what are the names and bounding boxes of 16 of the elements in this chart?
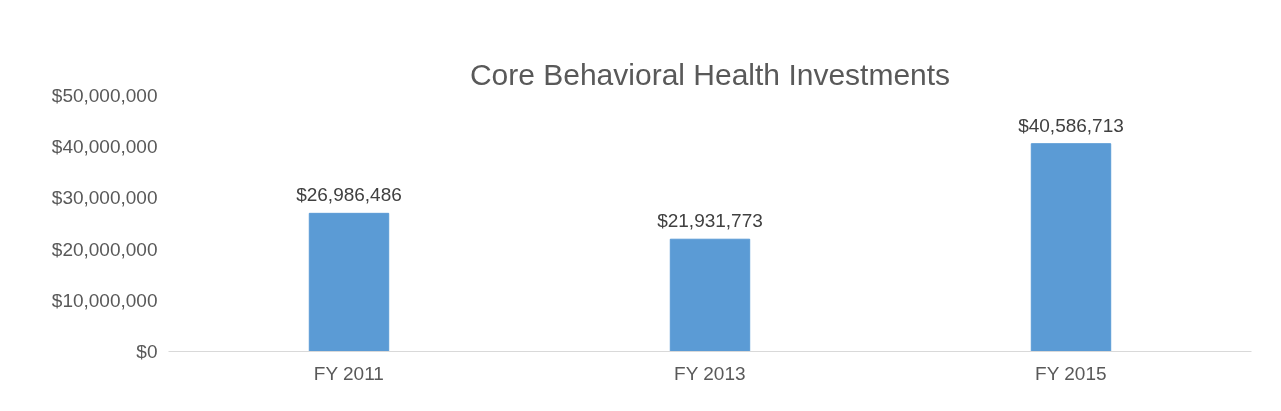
data-label: $40,586,713 [1018, 114, 1124, 136]
y-tick-label: $20,000,000 [51, 238, 158, 260]
data-label: $21,931,773 [657, 210, 763, 232]
y-tick-label: $30,000,000 [51, 187, 158, 209]
bar [669, 238, 751, 352]
bar [308, 212, 390, 352]
chart-title: Core Behavioral Health Investments [469, 57, 951, 91]
x-tick-label: FY 2015 [1035, 362, 1107, 384]
x-tick-label: FY 2011 [313, 362, 384, 384]
y-tick-label: $0 [136, 341, 158, 362]
data-label: $26,986,486 [296, 184, 402, 206]
bar [1030, 143, 1112, 352]
x-tick-label: FY 2013 [674, 362, 746, 384]
y-tick-label: $40,000,000 [51, 136, 158, 158]
y-tick-label: $10,000,000 [51, 289, 158, 311]
y-tick-label: $50,000,000 [51, 85, 158, 106]
